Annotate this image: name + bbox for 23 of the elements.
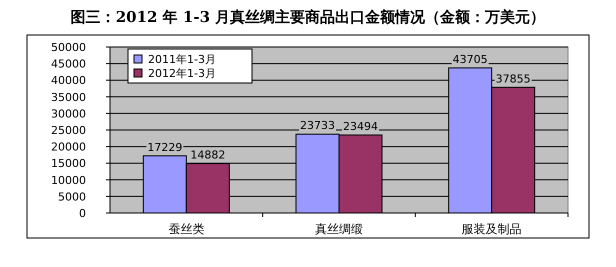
y-tick-label: 45000 <box>51 58 86 71</box>
data-label: 37855 <box>496 72 531 86</box>
y-tick-label: 40000 <box>51 74 86 88</box>
chart-title: 图三：2012 年 1-3 月真丝绸主要商品出口金额情况（金额：万美元） <box>70 8 546 26</box>
data-label: 17229 <box>147 140 182 154</box>
y-tick-label: 30000 <box>51 107 86 120</box>
legend-label: 2011年1-3月 <box>148 53 216 66</box>
data-label: 23733 <box>300 119 335 132</box>
y-tick-label: 15000 <box>51 157 86 170</box>
data-label: 23494 <box>343 120 378 133</box>
y-tick-label: 50000 <box>51 41 86 54</box>
data-label: 43705 <box>452 52 488 66</box>
y-tick-label: 10000 <box>51 174 86 187</box>
data-label: 14882 <box>190 148 226 162</box>
y-tick-label: 35000 <box>51 90 86 104</box>
y-tick-label: 20000 <box>51 140 86 154</box>
x-tick-label: 服装及制品 <box>462 222 522 236</box>
y-tick-label: 5000 <box>58 190 86 204</box>
y-tick-label: 25000 <box>51 124 86 137</box>
legend-label: 2012年1-3月 <box>148 67 216 80</box>
x-tick-label: 蚕丝类 <box>168 222 204 236</box>
x-tick-label: 真丝绸缎 <box>315 222 363 236</box>
y-tick-label: 0 <box>79 207 86 220</box>
